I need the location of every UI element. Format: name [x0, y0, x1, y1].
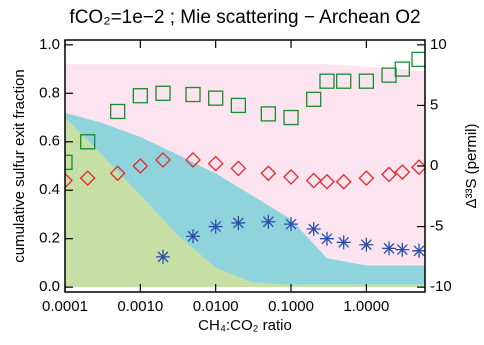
diamond-marker: [79, 170, 96, 187]
area: [65, 117, 425, 288]
y2-tick-label: -5: [430, 218, 443, 235]
diamond-marker: [381, 166, 397, 183]
x-tick-label: 0.0100: [193, 298, 239, 315]
x-tick-label: 0.0010: [117, 298, 163, 315]
square-marker: [185, 86, 201, 103]
asterisk-marker: [186, 229, 201, 244]
square-marker: [411, 51, 425, 68]
y2-tick-label: 10: [430, 36, 447, 53]
y2-tick-label: 5: [430, 96, 438, 113]
asterisk-marker: [156, 249, 171, 264]
square-marker: [110, 103, 126, 120]
diamond-marker: [132, 158, 149, 174]
y-axis-label: cumulative sulfur exit fraction: [11, 69, 28, 262]
diamond-marker: [335, 173, 352, 190]
y-tick-label: 0.8: [39, 84, 60, 101]
y2-axis-label: Δ³³S (permil): [463, 123, 480, 208]
x-tick-label: 0.0001: [42, 298, 88, 315]
diamond-marker: [283, 168, 299, 185]
square-marker: [381, 67, 397, 83]
asterisk-marker: [261, 214, 276, 229]
square-marker: [208, 90, 224, 106]
x-tick-label: 0.1000: [268, 298, 314, 315]
area: [65, 64, 425, 266]
diamond-marker: [155, 152, 171, 168]
y-tick-label: 0.6: [39, 133, 60, 150]
square-marker: [336, 73, 352, 89]
asterisk-marker: [231, 215, 246, 230]
y-tick-label: 0.2: [39, 230, 60, 247]
diamond-marker: [394, 164, 411, 180]
y2-tick-label: 0: [430, 157, 438, 174]
chart-title: fCO₂=1e−2 ; Mie scattering − Archean O2: [69, 7, 420, 28]
y-tick-label: 0.4: [39, 181, 60, 198]
y-tick-label: 0.0: [39, 278, 60, 295]
square-marker: [283, 109, 299, 126]
diamond-marker: [319, 173, 335, 190]
y-tick-label: 1.0: [39, 36, 60, 53]
y2-tick-label: -10: [430, 278, 452, 295]
square-marker: [358, 73, 375, 89]
diamond-marker: [305, 172, 322, 189]
diamond-marker: [411, 159, 425, 176]
square-marker: [394, 61, 410, 77]
asterisk-marker: [336, 235, 351, 250]
square-marker: [319, 73, 335, 89]
diamond-marker: [65, 172, 73, 189]
square-marker: [260, 106, 276, 122]
square-marker: [80, 134, 96, 150]
asterisk-marker: [284, 217, 299, 232]
diamond-marker: [109, 165, 126, 182]
diamond-marker: [358, 170, 375, 187]
asterisk-marker: [359, 237, 374, 252]
diamond-marker: [260, 165, 277, 182]
diamond-marker: [230, 160, 247, 177]
asterisk-marker: [306, 222, 321, 236]
square-marker: [132, 88, 148, 104]
plot: [65, 51, 425, 288]
square-marker: [65, 154, 73, 171]
asterisk-marker: [382, 241, 397, 256]
area: [65, 112, 425, 285]
diamond-marker: [207, 155, 224, 172]
x-axis-label: CH₄:CO₂ ratio: [198, 317, 292, 334]
asterisk-marker: [208, 219, 223, 234]
x-tick-label: 1.0000: [343, 298, 389, 315]
square-marker: [230, 97, 247, 114]
square-marker: [155, 85, 171, 101]
asterisk-marker: [395, 242, 410, 257]
square-marker: [306, 91, 322, 108]
asterisk-marker: [319, 231, 334, 246]
diamond-marker: [185, 152, 201, 168]
asterisk-marker: [412, 243, 425, 258]
